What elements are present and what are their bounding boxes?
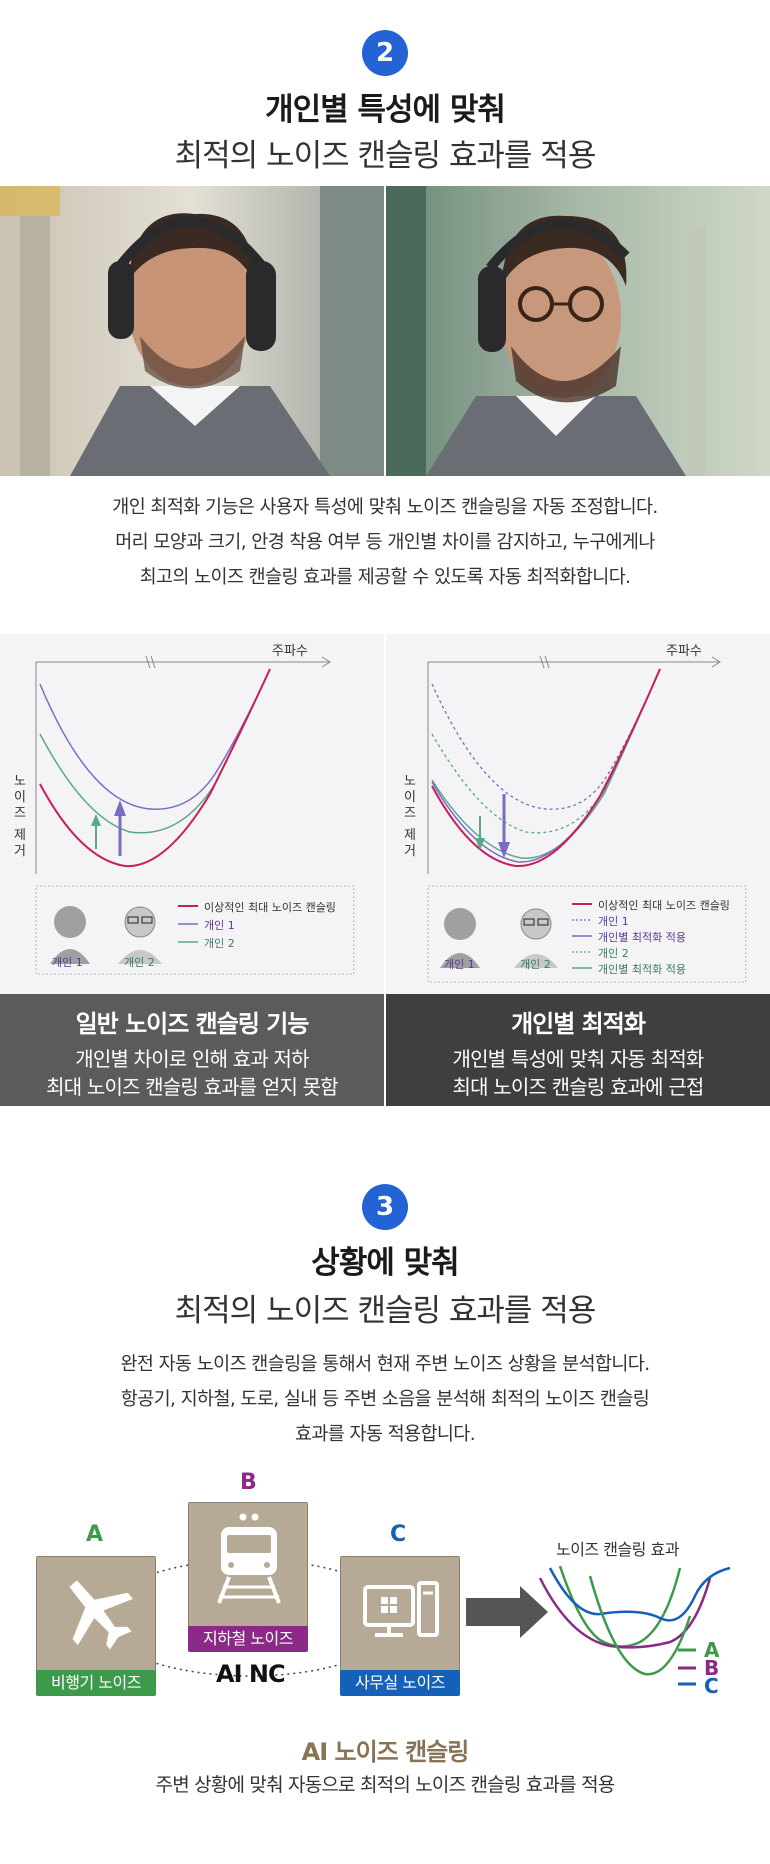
legend-person2: 개인 2 [204, 937, 235, 950]
legend-person2-optimized: 개인별 최적화 적용 [598, 963, 686, 976]
section2-description: 개인 최적화 기능은 사용자 특성에 맞춰 노이즈 캔슬링을 자동 조정합니다.… [112, 497, 658, 588]
caption-title: 일반 노이즈 캔슬링 기능 [75, 1010, 310, 1038]
legend-a: A [704, 1638, 720, 1662]
tag-airplane-noise: 비행기 노이즈 [36, 1670, 156, 1696]
legend-b: B [704, 1656, 720, 1680]
x-axis-label: 주파수 [272, 644, 308, 659]
caption-line: 최대 노이즈 캔슬링 효과에 근접 [452, 1075, 704, 1099]
legend-c: C [704, 1674, 719, 1698]
airplane-icon [69, 1580, 133, 1650]
person2-label: 개인 2 [124, 956, 155, 969]
legend-ideal: 이상적인 최대 노이즈 캔슬링 [204, 901, 336, 914]
section3-title: 상황에 맞춰 [311, 1245, 459, 1281]
caption-personalized: 개인별 최적화 개인별 특성에 맞춰 자동 최적화 최대 노이즈 캔슬링 효과에… [386, 994, 770, 1106]
ai-nc-label: AI NC [216, 1660, 286, 1688]
footer-title: AI 노이즈 캔슬링 [301, 1738, 470, 1766]
section2-title: 개인별 특성에 맞춰 [265, 92, 506, 128]
card-a-letter: A [86, 1522, 104, 1547]
caption-general: 일반 노이즈 캔슬링 기능 개인별 차이로 인해 효과 저하 최대 노이즈 캔슬… [0, 994, 384, 1106]
computer-icon [363, 1581, 439, 1637]
legend-person1-optimized: 개인별 최적화 적용 [598, 931, 686, 944]
legend-person2: 개인 2 [598, 947, 629, 960]
card-office [340, 1556, 460, 1678]
card-train [188, 1502, 308, 1634]
train-icon [217, 1513, 281, 1604]
person1-label: 개인 1 [52, 956, 83, 969]
tag-office-noise: 사무실 노이즈 [340, 1670, 460, 1696]
photo-man-glasses-right [386, 186, 770, 476]
caption-line: 개인별 차이로 인해 효과 저하 [75, 1047, 309, 1071]
legend-person1: 개인 1 [598, 915, 629, 928]
caption-title: 개인별 최적화 [511, 1010, 646, 1038]
section-number-badge: 3 [362, 1184, 408, 1230]
caption-line: 최대 노이즈 캔슬링 효과를 얻지 못함 [46, 1075, 339, 1099]
person2-label: 개인 2 [520, 958, 551, 971]
noise-cancel-graph [538, 1565, 731, 1686]
x-axis-label: 주파수 [666, 644, 702, 659]
legend-ideal: 이상적인 최대 노이즈 캔슬링 [598, 899, 730, 912]
photo-man-headphones-left [0, 186, 384, 476]
section2-subtitle: 최적의 노이즈 캔슬링 효과를 적용 [174, 138, 597, 174]
card-c-letter: C [390, 1522, 407, 1547]
legend-person1: 개인 1 [204, 919, 235, 932]
tag-subway-noise: 지하철 노이즈 [188, 1626, 308, 1652]
section-number-badge: 2 [362, 30, 408, 76]
graph-title: 노이즈 캔슬링 효과 [556, 1540, 679, 1559]
section3-description: 완전 자동 노이즈 캔슬링을 통해서 현재 주변 노이즈 상황을 분석합니다. … [120, 1354, 651, 1445]
caption-line: 개인별 특성에 맞춰 자동 최적화 [452, 1047, 704, 1071]
section3-subtitle: 최적의 노이즈 캔슬링 효과를 적용 [174, 1293, 597, 1329]
card-b-letter: B [240, 1470, 257, 1495]
footer-description: 주변 상황에 맞춰 자동으로 최적의 노이즈 캔슬링 효과를 적용 [155, 1774, 616, 1796]
card-airplane [36, 1556, 156, 1678]
person1-label: 개인 1 [444, 958, 475, 971]
